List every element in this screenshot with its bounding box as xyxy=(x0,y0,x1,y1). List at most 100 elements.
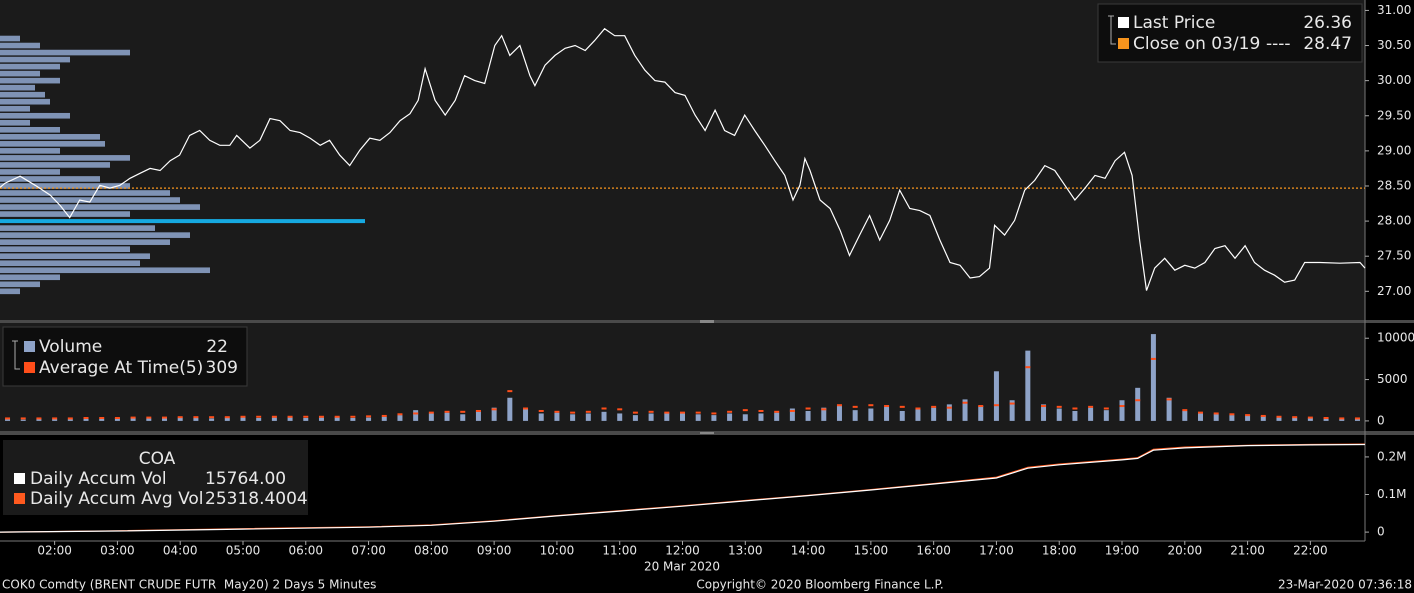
average-dot xyxy=(350,415,356,418)
volume-bar xyxy=(303,418,309,421)
average-dot xyxy=(585,410,591,413)
profile-bar xyxy=(0,232,190,238)
profile-bar xyxy=(0,70,40,77)
average-dot xyxy=(1276,415,1282,418)
average-dot xyxy=(1119,405,1125,408)
y-tick-label: 28.00 xyxy=(1377,214,1411,228)
volume-bar xyxy=(1150,334,1156,421)
volume-bar xyxy=(224,417,230,421)
average-dot xyxy=(1213,412,1219,415)
x-tick-label: 14:00 xyxy=(791,544,826,558)
average-dot xyxy=(884,405,890,408)
x-tick-label: 17:00 xyxy=(979,544,1014,558)
average-dot xyxy=(507,390,513,393)
volume-bar xyxy=(20,419,26,421)
average-dot xyxy=(444,410,450,413)
volume-bar xyxy=(899,410,905,421)
average-dot xyxy=(114,417,120,420)
average-dot xyxy=(256,415,262,418)
profile-bar xyxy=(0,119,30,126)
average-dot xyxy=(1229,413,1235,416)
x-tick-label: 16:00 xyxy=(916,544,951,558)
volume-bar xyxy=(664,412,670,421)
profile-bar xyxy=(0,56,70,63)
x-tick-label: 05:00 xyxy=(226,544,261,558)
volume-bar xyxy=(1323,418,1329,421)
legend-swatch xyxy=(24,362,35,373)
average-dot xyxy=(475,409,481,412)
volume-bar xyxy=(318,417,324,421)
y-tick-label: 31.00 xyxy=(1377,3,1411,17)
average-dot xyxy=(601,407,607,410)
average-dot xyxy=(224,416,230,419)
average-dot xyxy=(334,415,340,418)
x-tick-label: 20:00 xyxy=(1168,544,1203,558)
average-dot xyxy=(366,415,372,418)
x-tick-label: 03:00 xyxy=(100,544,135,558)
volume-bar xyxy=(397,415,403,421)
average-dot xyxy=(993,404,999,407)
average-dot xyxy=(758,409,764,412)
profile-bar xyxy=(0,219,365,224)
x-tick-label: 15:00 xyxy=(854,544,889,558)
volume-bar xyxy=(1103,410,1109,421)
legend-label: Last Price xyxy=(1133,13,1215,33)
price-legend: Last Price 26.36 Close on 03/19 ---- 28.… xyxy=(1097,3,1363,63)
average-dot xyxy=(789,409,795,412)
average-dot xyxy=(303,415,309,418)
volume-bar xyxy=(601,411,607,421)
legend-box xyxy=(2,326,248,387)
volume-bar xyxy=(36,418,42,421)
average-dot xyxy=(805,407,811,410)
legend-swatch xyxy=(14,473,25,484)
average-dot xyxy=(1182,409,1188,412)
volume-bar xyxy=(836,406,842,421)
volume-bar xyxy=(1197,413,1203,421)
volume-bar xyxy=(162,418,168,421)
volume-bar xyxy=(1182,410,1188,421)
average-dot xyxy=(664,411,670,414)
profile-bar xyxy=(0,246,130,252)
legend-swatch xyxy=(1118,17,1129,28)
average-dot xyxy=(1025,366,1031,369)
average-dot xyxy=(538,409,544,412)
legend-value: 22 xyxy=(206,337,228,357)
y-tick-label: 27.50 xyxy=(1377,249,1411,263)
average-dot xyxy=(1197,411,1203,414)
y-tick-label: 30.50 xyxy=(1377,38,1411,52)
profile-bar xyxy=(0,274,60,281)
average-dot xyxy=(1009,402,1015,405)
volume-bar xyxy=(1229,415,1235,421)
volume-bar xyxy=(1292,417,1298,421)
volume-bar xyxy=(868,408,874,421)
legend-label: Average At Time(5) xyxy=(39,358,203,378)
date-label: 20 Mar 2020 xyxy=(644,560,720,574)
volume-bar xyxy=(507,397,513,421)
legend-label: Close on 03/19 xyxy=(1133,34,1260,54)
average-dot xyxy=(523,407,529,410)
y-tick-label: 29.00 xyxy=(1377,143,1411,157)
profile-bar xyxy=(0,190,170,196)
average-dot xyxy=(1260,414,1266,417)
average-dot xyxy=(978,405,984,408)
volume-bar xyxy=(1072,410,1078,421)
average-dot xyxy=(711,412,717,415)
y-tick-label: 28.50 xyxy=(1377,178,1411,192)
average-dot xyxy=(946,406,952,409)
profile-bar xyxy=(0,288,20,295)
average-dot xyxy=(397,413,403,416)
profile-bar xyxy=(0,105,30,112)
security-description: COK0 Comdty (BRENT CRUDE FUTR May20) 2 D… xyxy=(2,578,376,592)
legend-title: COA xyxy=(139,449,176,469)
volume-bar xyxy=(99,418,105,421)
average-dot xyxy=(1166,398,1172,401)
average-dot xyxy=(20,417,26,420)
average-dot xyxy=(240,415,246,418)
profile-bar xyxy=(0,211,130,217)
profile-bar xyxy=(0,112,70,119)
average-dot xyxy=(413,412,419,415)
average-dot xyxy=(1072,407,1078,410)
timestamp: 23-Mar-2020 07:36:18 xyxy=(1278,578,1412,592)
